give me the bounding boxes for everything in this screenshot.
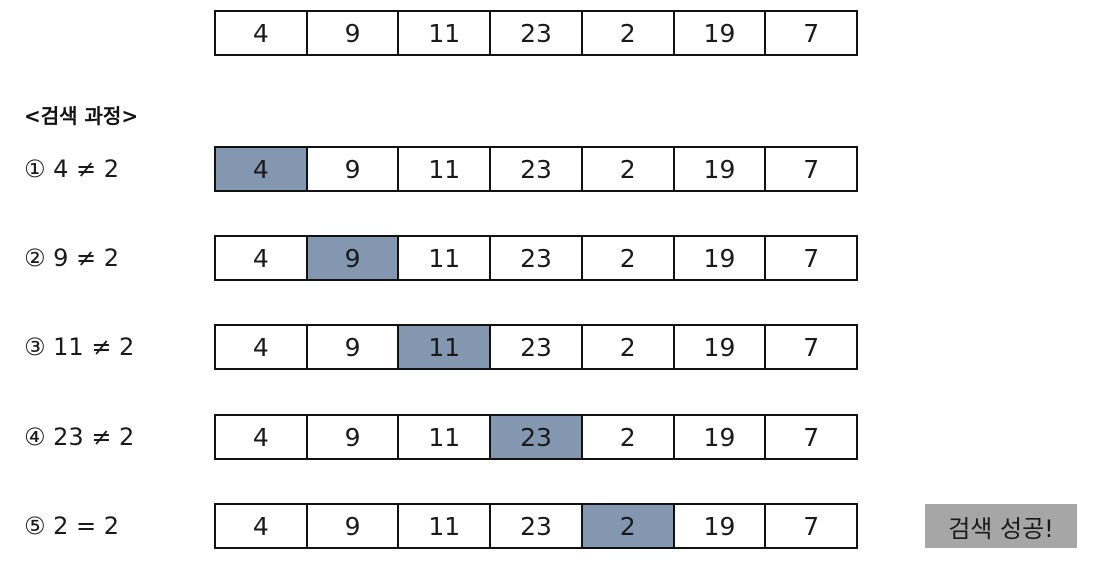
array-cell: 9 [308,326,400,368]
step-array: 4 9 11 23 2 19 7 [214,503,859,549]
array-cell-highlighted: 4 [216,148,308,190]
array-cell: 9 [308,148,400,190]
array-cell: 9 [308,505,400,547]
section-title: <검색 과정> [24,104,139,128]
array-cell-highlighted: 2 [582,505,675,547]
array-cell: 7 [766,416,859,458]
search-success-badge: 검색 성공! [925,504,1077,548]
array-cell-highlighted: 23 [491,416,583,458]
step-label: ③ 11 ≠ 2 [24,333,135,361]
array-cell: 19 [675,416,767,458]
step-label: ① 4 ≠ 2 [24,155,120,183]
step-label: ② 9 ≠ 2 [24,244,120,272]
array-cell: 11 [399,416,492,458]
array-cell: 9 [308,12,400,54]
array-cell: 9 [308,416,400,458]
array-cell: 7 [766,237,859,279]
array-cell: 19 [675,12,767,54]
array-cell: 11 [399,505,492,547]
step-array: 4 9 11 23 2 19 7 [214,324,859,370]
array-cell: 7 [766,505,859,547]
array-cell: 23 [491,12,583,54]
step-label: ④ 23 ≠ 2 [24,423,135,451]
array-cell: 7 [766,148,859,190]
array-cell: 4 [216,416,308,458]
array-cell: 23 [491,237,583,279]
step-label: ⑤ 2 = 2 [24,512,120,540]
array-cell: 19 [675,326,767,368]
initial-array: 4 9 11 23 2 19 7 [214,10,859,56]
array-cell: 7 [766,326,859,368]
array-cell-highlighted: 9 [307,237,400,279]
array-cell: 19 [675,148,767,190]
array-cell: 4 [216,505,308,547]
array-cell: 2 [583,12,675,54]
array-cell: 4 [216,237,308,279]
array-cell: 2 [583,148,675,190]
step-array: 4 9 11 23 2 19 7 [214,235,859,281]
array-cell: 4 [216,12,308,54]
step-array: 4 9 11 23 2 19 7 [214,146,859,192]
array-cell: 23 [491,505,583,547]
array-cell: 23 [491,148,583,190]
array-cell: 2 [583,416,675,458]
array-cell: 7 [766,12,859,54]
array-cell: 11 [399,148,492,190]
array-cell: 11 [399,12,492,54]
array-cell: 19 [675,505,767,547]
array-cell: 2 [583,237,675,279]
array-cell: 4 [216,326,308,368]
array-cell-highlighted: 11 [399,326,492,368]
array-cell: 23 [491,326,583,368]
array-cell: 19 [675,237,767,279]
array-cell: 2 [583,326,675,368]
step-array: 4 9 11 23 2 19 7 [214,414,859,460]
array-cell: 11 [399,237,492,279]
